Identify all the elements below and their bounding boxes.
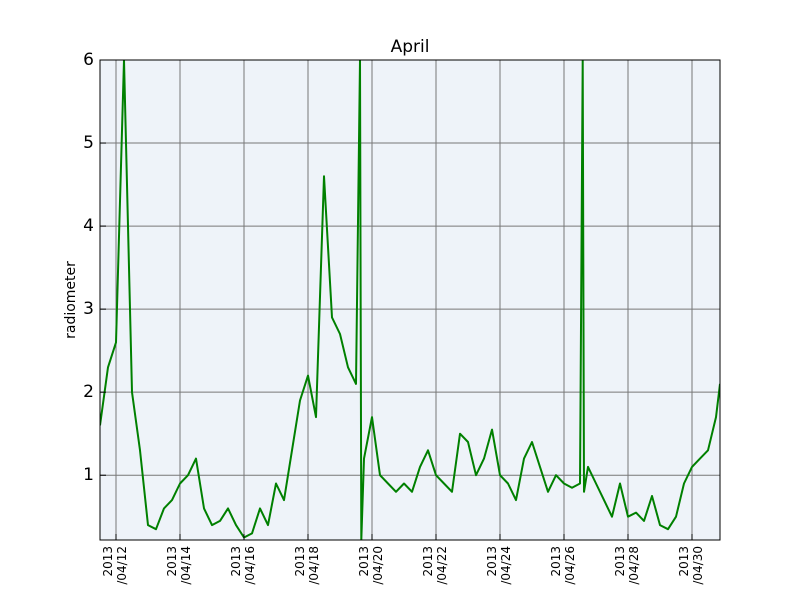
y-tick-label: 3	[83, 299, 94, 319]
x-tick-label: /04/30	[691, 546, 705, 585]
x-tick-label: /04/16	[243, 546, 257, 585]
y-axis-label: radiometer	[63, 261, 79, 339]
x-tick-label: /04/26	[563, 546, 577, 585]
x-tick-label: 2013	[549, 546, 563, 577]
plot	[100, 60, 720, 540]
x-tick-label: 2013	[293, 546, 307, 577]
x-tick-label: 2013	[485, 546, 499, 577]
y-tick-label: 5	[83, 133, 94, 153]
x-tick-label: 2013	[357, 546, 371, 577]
x-tick-label: 2013	[613, 546, 627, 577]
x-tick-label: /04/12	[115, 546, 129, 585]
x-tick-label: /04/28	[627, 546, 641, 585]
x-tick-label: /04/24	[499, 546, 513, 585]
x-tick-label: 2013	[421, 546, 435, 577]
data-line	[100, 60, 720, 540]
x-tick-label: 2013	[165, 546, 179, 577]
chart-title: April	[391, 37, 430, 57]
x-tick-label: 2013	[677, 546, 691, 577]
y-tick-label: 6	[83, 50, 94, 70]
x-tick-label: /04/22	[435, 546, 449, 585]
y-tick-label: 1	[83, 465, 94, 485]
x-tick-label: /04/14	[179, 546, 193, 585]
y-tick-label: 4	[83, 216, 94, 236]
x-tick-label: 2013	[101, 546, 115, 577]
plot-background	[100, 60, 720, 540]
x-tick-label: 2013	[229, 546, 243, 577]
x-tick-label: /04/20	[371, 546, 385, 585]
x-tick-label: /04/18	[307, 546, 321, 585]
y-tick-label: 2	[83, 382, 94, 402]
plot-frame	[99, 59, 721, 541]
